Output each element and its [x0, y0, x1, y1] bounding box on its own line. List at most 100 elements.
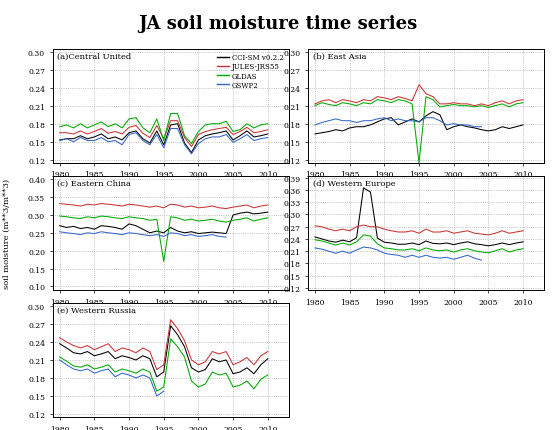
JULES-JRS55: [140, 132, 147, 137]
CCI-SM v0.2.2: [216, 359, 223, 365]
JULES-JRS55: [57, 335, 63, 341]
CCI-SM v0.2.2: [402, 120, 408, 125]
CCI-SM v0.2.2: [422, 239, 429, 244]
CCI-SM v0.2.2: [63, 225, 70, 230]
GLDAS: [422, 246, 429, 251]
CCI-SM v0.2.2: [84, 137, 91, 142]
JULES-JRS55: [244, 355, 250, 360]
JULES-JRS55: [105, 132, 112, 137]
CCI-SM v0.2.2: [112, 356, 119, 362]
JULES-JRS55: [91, 129, 98, 135]
CCI-SM v0.2.2: [223, 231, 230, 236]
Line: GSWP2: GSWP2: [60, 232, 226, 237]
JULES-JRS55: [140, 204, 147, 209]
JULES-JRS55: [360, 98, 367, 103]
CCI-SM v0.2.2: [443, 128, 450, 133]
JULES-JRS55: [105, 341, 112, 347]
GLDAS: [181, 218, 188, 224]
GLDAS: [408, 246, 415, 252]
GSWP2: [395, 253, 401, 258]
CCI-SM v0.2.2: [188, 366, 195, 371]
JULES-JRS55: [84, 132, 91, 137]
GSWP2: [84, 366, 91, 372]
GSWP2: [140, 233, 147, 238]
GLDAS: [216, 219, 223, 224]
GSWP2: [209, 233, 216, 238]
GSWP2: [230, 141, 236, 146]
GLDAS: [388, 246, 395, 252]
GSWP2: [77, 135, 84, 141]
GLDAS: [230, 129, 236, 135]
GLDAS: [311, 238, 318, 243]
GLDAS: [325, 103, 332, 108]
GLDAS: [119, 126, 125, 131]
GSWP2: [84, 138, 91, 144]
JULES-JRS55: [202, 129, 209, 135]
JULES-JRS55: [381, 96, 387, 101]
Text: (e) Western Russia: (e) Western Russia: [58, 307, 137, 315]
GLDAS: [464, 246, 471, 252]
CCI-SM v0.2.2: [154, 229, 160, 234]
GSWP2: [181, 233, 188, 239]
CCI-SM v0.2.2: [422, 114, 429, 119]
CCI-SM v0.2.2: [311, 235, 318, 240]
JULES-JRS55: [230, 132, 236, 138]
CCI-SM v0.2.2: [126, 355, 133, 360]
CCI-SM v0.2.2: [112, 225, 119, 230]
CCI-SM v0.2.2: [70, 137, 77, 142]
GLDAS: [147, 131, 153, 136]
JULES-JRS55: [464, 229, 471, 234]
Line: JULES-JRS55: JULES-JRS55: [315, 86, 523, 107]
GLDAS: [112, 216, 119, 221]
JULES-JRS55: [91, 203, 98, 208]
JULES-JRS55: [63, 131, 70, 136]
JULES-JRS55: [174, 326, 181, 332]
GLDAS: [202, 123, 209, 128]
Line: JULES-JRS55: JULES-JRS55: [315, 226, 523, 235]
CCI-SM v0.2.2: [513, 125, 519, 130]
CCI-SM v0.2.2: [119, 227, 125, 232]
GLDAS: [360, 101, 367, 106]
CCI-SM v0.2.2: [195, 231, 202, 236]
CCI-SM v0.2.2: [513, 241, 519, 246]
CCI-SM v0.2.2: [408, 241, 415, 246]
JULES-JRS55: [416, 231, 422, 236]
GSWP2: [91, 231, 98, 236]
GLDAS: [126, 117, 133, 122]
GLDAS: [332, 243, 339, 248]
GLDAS: [519, 101, 526, 106]
GSWP2: [105, 366, 112, 372]
GSWP2: [402, 255, 408, 260]
CCI-SM v0.2.2: [70, 350, 77, 356]
GSWP2: [216, 234, 223, 240]
CCI-SM v0.2.2: [195, 138, 202, 143]
GSWP2: [436, 256, 443, 261]
GSWP2: [91, 371, 98, 376]
CCI-SM v0.2.2: [244, 129, 250, 134]
CCI-SM v0.2.2: [360, 125, 367, 130]
CCI-SM v0.2.2: [209, 132, 216, 137]
CCI-SM v0.2.2: [147, 230, 153, 236]
CCI-SM v0.2.2: [258, 211, 264, 216]
GLDAS: [244, 216, 250, 221]
GSWP2: [478, 258, 485, 263]
CCI-SM v0.2.2: [346, 240, 353, 245]
JULES-JRS55: [209, 349, 216, 354]
GSWP2: [195, 141, 202, 147]
GSWP2: [457, 255, 464, 260]
Line: JULES-JRS55: JULES-JRS55: [60, 121, 268, 147]
GLDAS: [91, 216, 98, 221]
GSWP2: [154, 393, 160, 399]
GLDAS: [265, 122, 271, 127]
GSWP2: [98, 135, 105, 141]
JULES-JRS55: [332, 229, 339, 234]
GLDAS: [174, 344, 181, 350]
CCI-SM v0.2.2: [265, 210, 271, 215]
GSWP2: [168, 230, 174, 236]
GSWP2: [430, 116, 436, 121]
JULES-JRS55: [388, 98, 395, 103]
GLDAS: [258, 217, 264, 222]
JULES-JRS55: [408, 99, 415, 104]
GLDAS: [63, 215, 70, 220]
JULES-JRS55: [319, 224, 325, 230]
